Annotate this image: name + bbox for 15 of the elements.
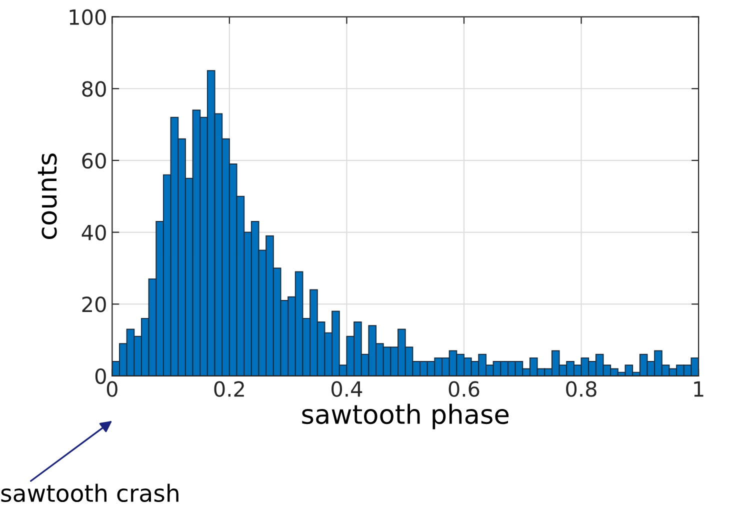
y-tick-label: 40 — [82, 224, 106, 240]
y-tick-label: 60 — [82, 152, 106, 169]
text: sawtooth crash — [1, 484, 178, 502]
x-tick-label: 0.2 — [214, 381, 244, 397]
y-tick-label: 0 — [95, 368, 106, 384]
x-tick-label: 0 — [106, 381, 118, 397]
x-tick-label: 1 — [694, 381, 704, 397]
y-axis-title: counts — [38, 154, 57, 239]
x-tick-label: 0.4 — [332, 381, 362, 397]
y-tick-label: 100 — [70, 9, 106, 26]
x-axis-title: sawtooth phase — [302, 404, 509, 430]
x-tick-label: 0.8 — [566, 381, 596, 397]
y-tick-label: 80 — [82, 81, 106, 97]
y-tick-label: 20 — [82, 296, 106, 312]
x-tick-label: 0.6 — [448, 381, 480, 397]
